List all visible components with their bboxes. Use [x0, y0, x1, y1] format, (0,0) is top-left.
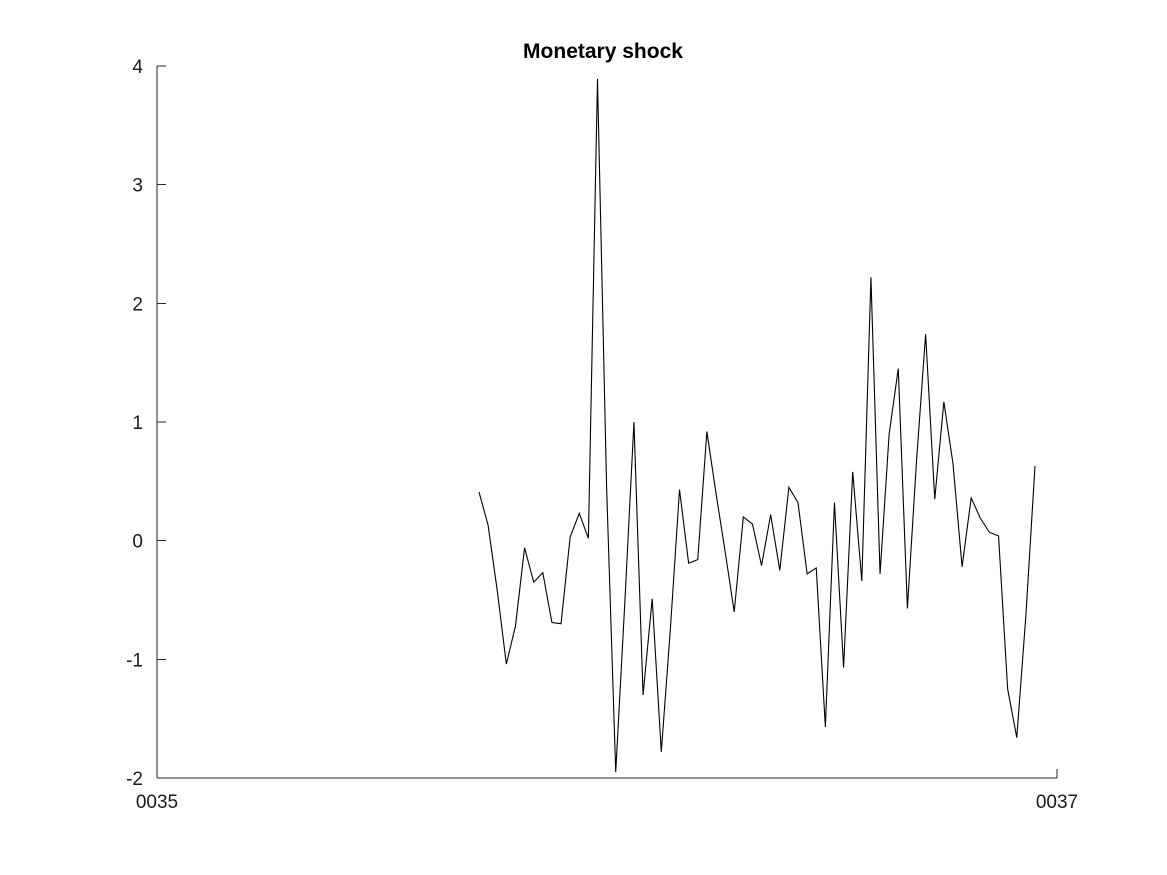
axes: [156, 65, 1058, 779]
chart-title: Monetary shock: [523, 40, 683, 63]
y-tick-label: 1: [132, 413, 143, 434]
series-line-0: [478, 79, 1036, 773]
y-tick-label: -2: [126, 769, 143, 790]
x-tick-label: 0035: [136, 792, 178, 813]
y-tick-label: -1: [126, 650, 143, 671]
y-tick-label: 2: [132, 294, 143, 315]
y-tick-label: 4: [132, 57, 143, 78]
series-layer: [478, 79, 1036, 773]
y-tick-label: 0: [132, 532, 143, 553]
x-tick-label: 0037: [1036, 792, 1078, 813]
y-tick-label: 3: [132, 176, 143, 197]
